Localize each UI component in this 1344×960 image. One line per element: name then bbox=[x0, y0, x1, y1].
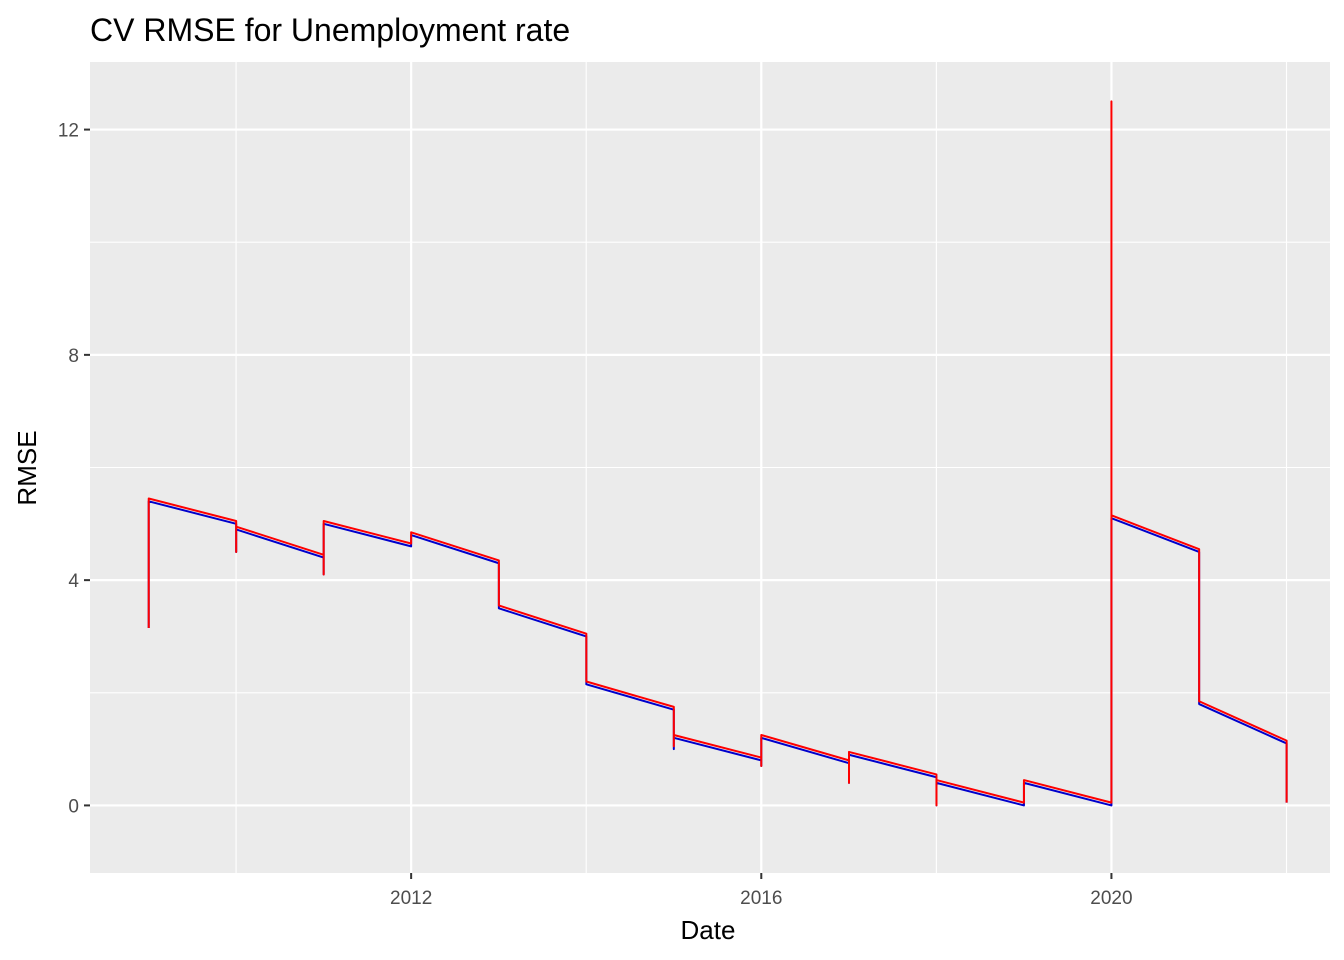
y-tick-label: 4 bbox=[68, 571, 79, 592]
x-tick-label: 2012 bbox=[390, 888, 432, 909]
y-axis: 0 4 8 12 bbox=[58, 121, 90, 817]
x-axis: 2012 2016 2020 bbox=[390, 873, 1133, 909]
y-tick-label: 8 bbox=[68, 346, 79, 367]
series-layer bbox=[147, 100, 1288, 807]
y-tick-label: 0 bbox=[68, 796, 79, 817]
series-line-2 bbox=[147, 100, 1288, 807]
x-tick-label: 2016 bbox=[740, 888, 782, 909]
chart-title: CV RMSE for Unemployment rate bbox=[90, 12, 570, 48]
y-tick-label: 12 bbox=[58, 121, 79, 142]
grid-minor bbox=[90, 62, 1330, 873]
x-axis-title: Date bbox=[681, 915, 736, 945]
x-tick-label: 2020 bbox=[1090, 888, 1132, 909]
y-axis-title: RMSE bbox=[12, 430, 42, 505]
